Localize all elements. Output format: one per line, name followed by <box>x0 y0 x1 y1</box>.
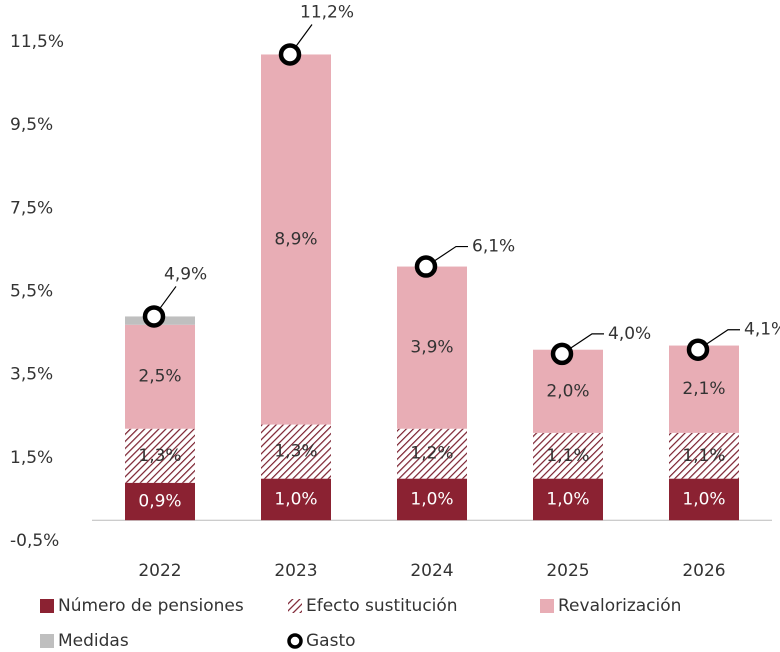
data-label: 1,1% <box>546 446 589 466</box>
marker <box>278 43 302 66</box>
leader-line <box>561 333 604 355</box>
legend-label: Número de pensiones <box>58 596 244 616</box>
bar-segment <box>669 478 739 521</box>
legend-label: Efecto sustitución <box>306 596 458 616</box>
x-tick-label: 2026 <box>682 561 725 581</box>
bar-segment <box>533 432 603 479</box>
data-label: 2,1% <box>682 379 725 399</box>
x-tick-label: 2023 <box>274 561 317 581</box>
bar-segment <box>533 478 603 521</box>
marker <box>686 338 710 361</box>
y-tick-label: 3,5% <box>10 365 53 385</box>
marker-label: 11,2% <box>300 2 354 22</box>
legend-label: Medidas <box>58 631 129 651</box>
data-label: 8,9% <box>274 230 317 250</box>
x-tick-label: 2024 <box>410 561 453 581</box>
bar-segment <box>669 432 739 479</box>
y-tick-label: 5,5% <box>10 282 53 302</box>
bar-segment <box>261 54 331 425</box>
bar-segment <box>669 345 739 433</box>
legend-swatch <box>540 599 554 613</box>
data-label: 1,3% <box>138 446 181 466</box>
bar-segment <box>125 324 195 429</box>
data-label: 1,0% <box>546 489 589 509</box>
leader-line <box>697 329 740 351</box>
marker-label: 4,1% <box>744 320 780 340</box>
marker <box>414 255 438 278</box>
data-label: 0,9% <box>138 491 181 511</box>
bar-segment <box>397 266 467 429</box>
y-tick-label: -0,5% <box>10 531 59 551</box>
leader-line <box>425 245 468 268</box>
y-tick-label: 7,5% <box>10 198 53 218</box>
legend-label: Revalorización <box>558 596 681 616</box>
y-tick-label: 9,5% <box>10 115 53 135</box>
legend-swatch <box>40 599 54 613</box>
marker-label: 6,1% <box>472 237 515 257</box>
x-tick-label: 2025 <box>546 561 589 581</box>
data-label: 1,0% <box>410 489 453 509</box>
x-tick-label: 2022 <box>138 561 181 581</box>
bar-segment <box>397 478 467 521</box>
data-label: 3,9% <box>410 338 453 358</box>
bar-segment <box>261 424 331 479</box>
legend-swatch <box>288 599 302 613</box>
y-tick-label: 11,5% <box>10 32 64 52</box>
marker <box>142 305 166 328</box>
data-label: 1,2% <box>410 444 453 464</box>
bar-segment <box>125 428 195 483</box>
data-label: 1,0% <box>274 489 317 509</box>
bar-segment <box>125 482 195 521</box>
legend-label: Gasto <box>306 631 356 651</box>
bar-segment <box>533 349 603 433</box>
marker-label: 4,9% <box>164 264 207 284</box>
bar-segment <box>397 428 467 479</box>
bar-segment <box>261 478 331 521</box>
legend-swatch <box>40 634 54 648</box>
data-label: 1,0% <box>682 489 725 509</box>
legend-swatch <box>287 633 303 649</box>
marker-label: 4,0% <box>608 324 651 344</box>
data-label: 2,0% <box>546 381 589 401</box>
data-label: 1,1% <box>682 446 725 466</box>
y-tick-label: 1,5% <box>10 448 53 468</box>
data-label: 1,3% <box>274 442 317 462</box>
data-label: 2,5% <box>138 367 181 387</box>
marker <box>550 342 574 366</box>
